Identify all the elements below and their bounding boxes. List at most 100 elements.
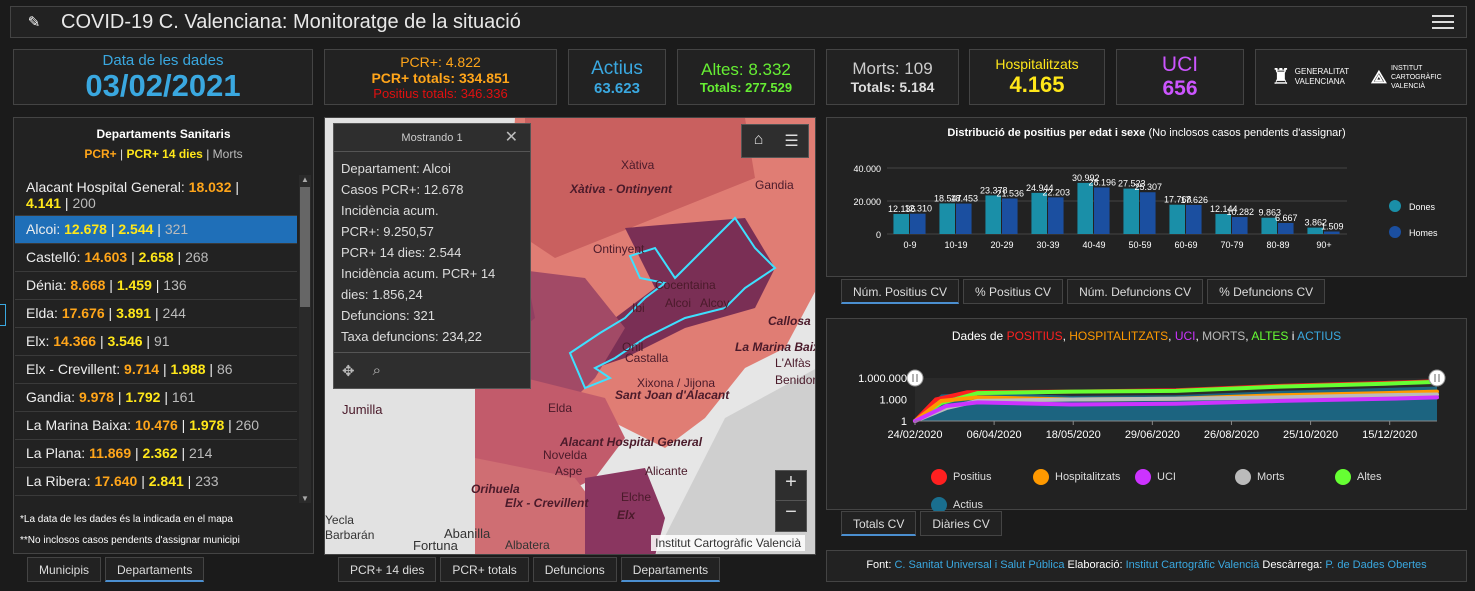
line-title-part: UCI bbox=[1174, 329, 1196, 343]
bar-dones[interactable] bbox=[939, 203, 955, 234]
tab-departaments-map[interactable]: Departaments bbox=[620, 557, 721, 582]
department-row[interactable]: La Marina Baixa: 10.476 | 1.978 | 260 bbox=[15, 412, 297, 440]
department-row[interactable]: Dénia: 8.668 | 1.459 | 136 bbox=[15, 272, 297, 300]
line-legend-item[interactable]: Positius bbox=[931, 469, 992, 485]
desc-link[interactable]: P. de Dades Obertes bbox=[1325, 559, 1427, 571]
legend-dot bbox=[931, 497, 947, 513]
bar-homes[interactable] bbox=[910, 213, 926, 234]
scroll-thumb[interactable] bbox=[300, 187, 310, 307]
list-scrollbar[interactable]: ▲ ▼ bbox=[299, 175, 311, 503]
bar-homes[interactable] bbox=[956, 203, 972, 234]
line-legend-item[interactable]: Morts bbox=[1235, 469, 1285, 485]
department-row[interactable]: Elx: 14.366 | 3.546 | 91 bbox=[15, 328, 297, 356]
bar-dones[interactable] bbox=[985, 195, 1001, 234]
tab-diaries-cv[interactable]: Diàries CV bbox=[920, 511, 1002, 536]
bar-homes[interactable] bbox=[1324, 231, 1340, 234]
tab-pct-defuncions[interactable]: % Defuncions CV bbox=[1207, 279, 1326, 304]
line-legend-item[interactable]: Hospitalitzats bbox=[1033, 469, 1120, 485]
bar-homes[interactable] bbox=[1002, 198, 1018, 234]
close-icon[interactable]: ✕ bbox=[504, 129, 518, 146]
bar-dones[interactable] bbox=[1261, 217, 1277, 234]
hamburger-menu-icon[interactable] bbox=[1432, 15, 1454, 29]
bar-homes[interactable] bbox=[1278, 222, 1294, 234]
department-row[interactable]: Elx - Crevillent: 9.714 | 1.988 | 86 bbox=[15, 356, 297, 384]
map-place-label: Alcoi bbox=[665, 296, 692, 310]
map-place-label: Ontinyent bbox=[593, 242, 645, 256]
tab-defuncions[interactable]: Defuncions bbox=[532, 557, 617, 582]
departments-list[interactable]: Alacant Hospital General: 18.032 | 4.141… bbox=[15, 176, 297, 502]
tab-totals-cv[interactable]: Totals CV bbox=[841, 511, 917, 536]
line-legend-item[interactable]: UCI bbox=[1135, 469, 1176, 485]
bar-value-label: 12.136 bbox=[888, 204, 916, 214]
tab-pcr-totals[interactable]: PCR+ totals bbox=[440, 557, 529, 582]
bar-dones[interactable] bbox=[1031, 192, 1047, 234]
department-name: Castelló: bbox=[26, 249, 81, 265]
bar-homes[interactable] bbox=[1048, 197, 1064, 234]
range-slider-handle[interactable] bbox=[906, 369, 924, 387]
hosp-label: Hospitalitzats bbox=[995, 56, 1079, 72]
department-row[interactable]: La Plana: 11.869 | 2.362 | 214 bbox=[15, 440, 297, 468]
bar-dones[interactable] bbox=[1123, 188, 1139, 234]
line-legend-item[interactable]: Altes bbox=[1335, 469, 1381, 485]
pan-icon[interactable]: ✥ bbox=[342, 362, 355, 380]
scroll-up-icon[interactable]: ▲ bbox=[301, 175, 309, 184]
tab-pcr14[interactable]: PCR+ 14 dies bbox=[338, 557, 437, 582]
side-expand-handle[interactable] bbox=[0, 304, 6, 326]
departments-panel: Departaments Sanitaris PCR+ | PCR+ 14 di… bbox=[13, 117, 314, 554]
series-uci[interactable] bbox=[913, 395, 1439, 423]
department-pcr: 11.869 bbox=[89, 445, 132, 461]
layer-list-icon[interactable]: ☰ bbox=[784, 133, 799, 150]
bar-value-label: 10.282 bbox=[1227, 207, 1255, 217]
legend-label: Actius bbox=[953, 499, 983, 511]
bar-dones[interactable] bbox=[1307, 227, 1323, 234]
department-row[interactable]: La Ribera: 17.640 | 2.841 | 233 bbox=[15, 468, 297, 496]
department-pcr: 9.978 bbox=[78, 389, 114, 405]
zoom-in-icon[interactable]: + bbox=[776, 471, 806, 501]
bar-dones[interactable] bbox=[893, 213, 909, 234]
bar-dones[interactable] bbox=[1215, 213, 1231, 234]
range-slider-handle[interactable] bbox=[1428, 369, 1446, 387]
tab-departaments[interactable]: Departaments bbox=[105, 557, 205, 582]
bar-dones[interactable] bbox=[1077, 182, 1093, 234]
age-sex-chart-panel: Distribució de positius per edat i sexe … bbox=[826, 117, 1467, 277]
department-morts: 268 bbox=[185, 249, 209, 265]
zoom-to-icon[interactable]: ⌕ bbox=[372, 362, 381, 379]
bar-homes[interactable] bbox=[1140, 192, 1156, 234]
department-row[interactable]: Alacant Hospital General: 18.032 | 4.141… bbox=[15, 176, 297, 216]
line-legend-item[interactable]: Actius bbox=[931, 497, 983, 513]
legend-label: Altes bbox=[1357, 471, 1382, 483]
line-chart[interactable]: 1.000.000 1.000 124/02/2020 06/04/2020 18/05… bbox=[827, 363, 1468, 473]
elab-link[interactable]: Institut Cartogràfic Valencià bbox=[1125, 559, 1260, 571]
line-title-part: , bbox=[1245, 329, 1252, 343]
department-row[interactable]: Elda: 17.676 | 3.891 | 244 bbox=[15, 300, 297, 328]
morts-total: Totals: 5.184 bbox=[850, 79, 935, 95]
department-pcr14: 2.544 bbox=[118, 221, 154, 237]
home-icon[interactable]: ⌂ bbox=[753, 131, 764, 148]
department-morts: 260 bbox=[235, 417, 260, 433]
bar-homes[interactable] bbox=[1232, 217, 1248, 234]
tab-municipis[interactable]: Municipis bbox=[27, 557, 102, 582]
morts-card: Morts: 109 Totals: 5.184 bbox=[826, 49, 959, 105]
tab-pct-positius[interactable]: % Positius CV bbox=[963, 279, 1064, 304]
tab-num-positius[interactable]: Núm. Positius CV bbox=[841, 279, 960, 304]
legend-label: Positius bbox=[953, 471, 992, 483]
font-link[interactable]: C. Sanitat Universal i Salut Pública bbox=[894, 559, 1065, 571]
popup-line: PCR+: 9.250,57 bbox=[341, 224, 434, 239]
bar-category-label: 0-9 bbox=[903, 240, 916, 250]
map-place-label: Barbarán bbox=[325, 528, 375, 542]
tab-num-defuncions[interactable]: Núm. Defuncions CV bbox=[1067, 279, 1204, 304]
department-row[interactable]: Alcoi: 12.678 | 2.544 | 321 bbox=[15, 216, 297, 244]
department-row[interactable]: Gandia: 9.978 | 1.792 | 161 bbox=[15, 384, 297, 412]
department-pcr14: 3.891 bbox=[116, 305, 152, 321]
bar-homes[interactable] bbox=[1094, 187, 1110, 234]
department-morts: 214 bbox=[189, 445, 213, 461]
bar-dones[interactable] bbox=[1169, 204, 1185, 234]
bar-category-label: 90+ bbox=[1316, 240, 1331, 250]
department-pcr14: 1.459 bbox=[116, 277, 152, 293]
scroll-down-icon[interactable]: ▼ bbox=[301, 494, 309, 503]
department-row[interactable]: Castelló: 14.603 | 2.658 | 268 bbox=[15, 244, 297, 272]
zoom-out-icon[interactable]: − bbox=[785, 501, 797, 523]
gva-logo-text: GENERALITAT VALENCIANA bbox=[1294, 67, 1350, 86]
bar-homes[interactable] bbox=[1186, 204, 1202, 234]
bar-category-label: 50-59 bbox=[1128, 240, 1151, 250]
